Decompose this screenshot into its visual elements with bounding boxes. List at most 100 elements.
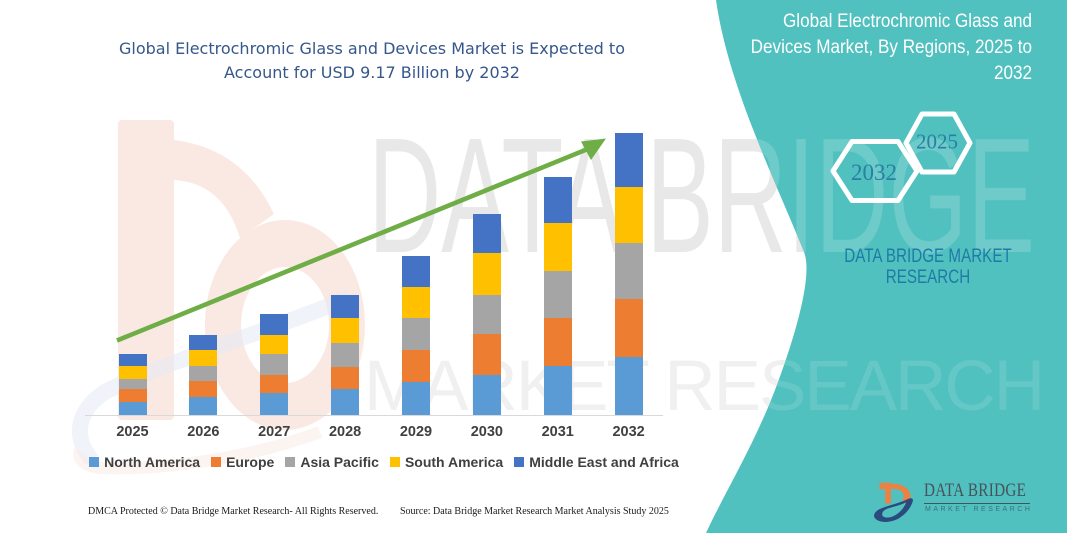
legend-item-europe: Europe	[211, 454, 274, 470]
x-axis-label-2025: 2025	[116, 424, 149, 440]
brand-text-line2: RESEARCH	[885, 266, 971, 288]
legend-swatch-icon	[89, 457, 100, 467]
teal-shape	[706, 0, 1067, 533]
bar-segment-2028-europe	[331, 366, 360, 390]
footer-dmca-text: DMCA Protected © Data Bridge Market Rese…	[88, 506, 379, 517]
footer-source-text: Source: Data Bridge Market Research Mark…	[400, 506, 669, 517]
x-axis-label-2027: 2027	[258, 424, 291, 440]
brand-text: DATA BRIDGE MARKET RESEARCH	[824, 246, 1032, 288]
bar-segment-2028-asia-pacific	[331, 343, 360, 367]
bar-segment-2026-europe	[189, 381, 218, 398]
bar-segment-2031-south-america	[543, 223, 572, 272]
legend-label: Asia Pacific	[300, 454, 379, 470]
bar-segment-2028-south-america	[331, 317, 360, 344]
bar-segment-2029-north-america	[401, 381, 430, 416]
x-axis-line	[85, 415, 663, 416]
bar-segment-2027-middle-east-and-africa	[260, 314, 289, 335]
x-axis-label-2030: 2030	[470, 424, 503, 440]
bar-segment-2032-middle-east-and-africa	[614, 133, 643, 188]
bar-segment-2026-north-america	[189, 397, 218, 416]
main-title: Global Electrochromic Glass and Devices …	[88, 37, 656, 85]
bar-segment-2030-middle-east-and-africa	[472, 213, 501, 253]
bar-segment-2031-asia-pacific	[543, 271, 572, 318]
bar-segment-2029-europe	[401, 349, 430, 382]
bar-segment-2032-north-america	[614, 357, 643, 416]
hexagon-2032-border	[830, 139, 920, 203]
right-title-line1: Global Electrochromic Glass and	[782, 11, 1032, 32]
main-title-line1: Global Electrochromic Glass and Devices …	[119, 39, 625, 58]
bar-segment-2029-middle-east-and-africa	[401, 255, 430, 287]
bar-segment-2027-north-america	[260, 392, 289, 416]
x-axis-label-2029: 2029	[399, 424, 433, 440]
bar-segment-2031-europe	[543, 317, 572, 366]
x-axis-label-2032: 2032	[612, 424, 645, 440]
legend-swatch-icon	[389, 457, 400, 467]
legend-item-middle-east-and-africa: Middle East and Africa	[514, 454, 679, 470]
bar-2025	[118, 353, 147, 416]
legend-item-asia-pacific: Asia Pacific	[285, 454, 379, 470]
bar-segment-2029-asia-pacific	[401, 317, 430, 350]
hexagon-2032: 2032	[830, 139, 920, 203]
right-title-line3: 2032	[993, 63, 1032, 84]
legend-label: Middle East and Africa	[529, 454, 679, 470]
bar-segment-2027-south-america	[260, 334, 289, 354]
legend-swatch-icon	[285, 457, 296, 467]
hexagon-2025-border	[903, 111, 973, 175]
chart-legend: North America Europe Asia Pacific South Ame…	[24, 454, 744, 470]
bar-segment-2026-south-america	[189, 350, 218, 367]
legend-swatch-icon	[514, 457, 525, 467]
logo-brand-text: DATA BRIDGE	[924, 481, 1027, 501]
bar-segment-2025-middle-east-and-africa	[118, 353, 147, 367]
legend-item-north-america: North America	[89, 454, 200, 470]
bar-segment-2025-south-america	[118, 366, 147, 379]
legend-item-south-america: South America	[389, 454, 504, 470]
bar-segment-2025-europe	[118, 388, 147, 402]
bar-segment-2030-europe	[472, 333, 501, 376]
legend-swatch-icon	[211, 457, 222, 467]
bar-segment-2031-north-america	[543, 365, 572, 416]
x-axis-label-2031: 2031	[541, 424, 574, 440]
bar-segment-2025-asia-pacific	[118, 378, 147, 389]
bar-2026	[189, 334, 218, 416]
right-panel-title: Global Electrochromic Glass and Devices …	[735, 9, 1032, 87]
data-bridge-logo: DATA BRIDGE MARKET RESEARCH	[869, 474, 1044, 529]
bar-2032	[614, 133, 643, 416]
data-bridge-logo-icon	[874, 482, 913, 522]
bar-segment-2027-europe	[260, 374, 289, 393]
bar-segment-2032-south-america	[614, 187, 643, 243]
bar-segment-2031-middle-east-and-africa	[543, 176, 572, 224]
logo-divider-line	[924, 502, 1030, 504]
right-title-line2: Devices Market, By Regions, 2025 to	[750, 37, 1032, 58]
bar-segment-2025-north-america	[118, 401, 147, 416]
hexagon-2025: 2025	[903, 111, 973, 175]
bar-segment-2032-asia-pacific	[614, 242, 643, 300]
main-title-line2: Account for USD 9.17 Billion by 2032	[224, 63, 520, 82]
trend-arrow-head	[581, 138, 606, 160]
legend-label: South America	[404, 454, 504, 470]
bar-segment-2030-north-america	[472, 375, 501, 416]
brand-text-line1: DATA BRIDGE MARKET	[844, 246, 1012, 267]
bar-2031	[543, 176, 572, 416]
bar-2028	[331, 294, 360, 416]
bar-2027	[260, 314, 289, 416]
bar-segment-2026-asia-pacific	[189, 366, 218, 382]
bar-segment-2029-south-america	[401, 286, 430, 318]
legend-label: North America	[104, 454, 201, 470]
bar-segment-2030-south-america	[472, 252, 501, 295]
x-axis-label-2028: 2028	[328, 424, 362, 440]
trend-arrow-line	[116, 146, 590, 343]
x-axis-label-2026: 2026	[187, 424, 220, 440]
bar-segment-2028-north-america	[331, 389, 360, 416]
logo-subtitle-text: MARKET RESEARCH	[925, 506, 1033, 513]
hexagon-2025-label: 2025	[916, 130, 958, 154]
bar-segment-2026-middle-east-and-africa	[189, 334, 218, 351]
bar-segment-2032-europe	[614, 299, 643, 358]
hexagon-2032-label: 2032	[851, 160, 897, 185]
bar-segment-2027-asia-pacific	[260, 353, 289, 375]
bar-2030	[472, 213, 501, 416]
legend-label: Europe	[226, 454, 275, 470]
